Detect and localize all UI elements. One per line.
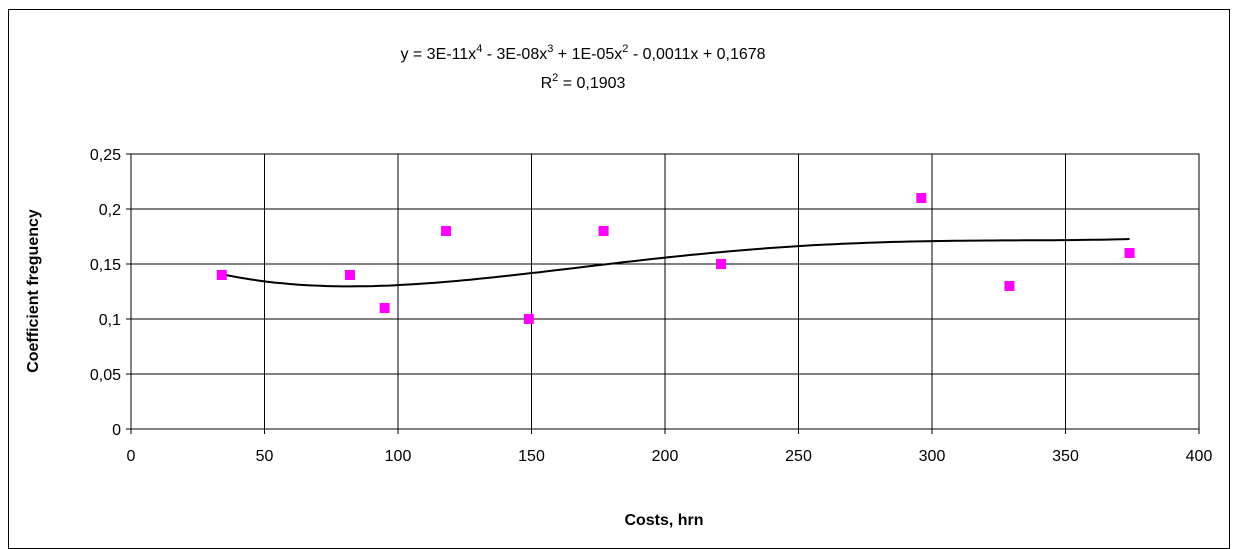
chart-frame (8, 9, 1230, 549)
data-point (916, 193, 927, 203)
chart-svg: 0 50 100 150 200 250 300 350 400 0 0,05 0,1 0,15 0,2… (25, 43, 1213, 529)
x-axis-title: Costs, hrn (624, 512, 703, 529)
trendline-r-squared: R2 = 0,1903 (541, 72, 626, 92)
data-points (216, 193, 1135, 324)
y-tick-label: 0,25 (90, 147, 121, 164)
data-point (216, 270, 227, 280)
x-tick-label: 350 (1052, 448, 1079, 465)
x-tick-label: 100 (385, 448, 412, 465)
x-tick-label: 250 (785, 448, 812, 465)
trendline-equation: y = 3E-11x4 - 3E-08x3 + 1E-05x2 - 0,0011… (400, 43, 765, 63)
data-point (1124, 248, 1135, 258)
x-tick-label: 200 (652, 448, 679, 465)
data-point (441, 226, 452, 236)
y-tick-label: 0,15 (90, 257, 121, 274)
gridlines (130, 153, 1200, 430)
y-tick-label: 0,2 (99, 202, 121, 219)
data-point (379, 303, 390, 313)
data-point (344, 270, 355, 280)
y-tick-label: 0,1 (99, 312, 121, 329)
y-axis-ticks: 0 0,05 0,1 0,15 0,2 0,25 (90, 147, 131, 439)
data-point (523, 314, 534, 324)
x-tick-label: 400 (1186, 448, 1213, 465)
y-tick-label: 0,05 (90, 367, 121, 384)
x-tick-label: 300 (919, 448, 946, 465)
data-point (716, 259, 727, 269)
y-tick-label: 0 (112, 422, 121, 439)
x-tick-label: 50 (256, 448, 274, 465)
y-axis-title: Coefficient freguency (25, 209, 42, 373)
x-tick-label: 0 (127, 448, 136, 465)
data-point (1004, 281, 1015, 291)
data-point (598, 226, 609, 236)
trendline (221, 238, 1130, 288)
x-tick-label: 150 (518, 448, 545, 465)
x-axis-ticks: 0 50 100 150 200 250 300 350 400 (127, 429, 1213, 465)
